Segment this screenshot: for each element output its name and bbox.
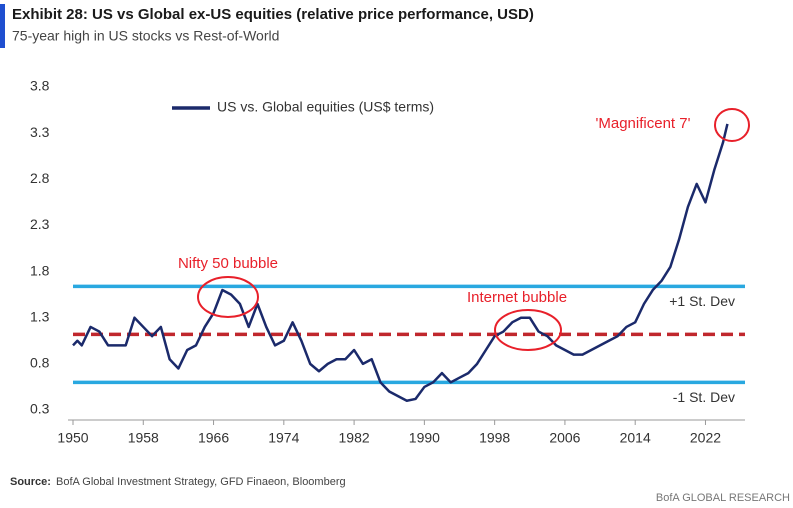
upper-sd-label: +1 St. Dev bbox=[669, 293, 735, 309]
y-tick-label: 1.8 bbox=[30, 262, 50, 278]
annotation-circle bbox=[714, 108, 750, 142]
y-tick-label: 3.3 bbox=[30, 124, 50, 140]
annotation: 'Magnificent 7' bbox=[596, 115, 691, 132]
lower-sd-label: -1 St. Dev bbox=[673, 389, 735, 405]
x-tick-label: 2022 bbox=[690, 430, 721, 446]
series-line bbox=[72, 123, 729, 403]
x-tick-label: 1998 bbox=[479, 430, 510, 446]
y-tick-label: 0.3 bbox=[30, 401, 50, 417]
annotation: Nifty 50 bubble bbox=[178, 255, 278, 272]
y-tick-label: 2.3 bbox=[30, 216, 50, 232]
x-tick-label: 1974 bbox=[268, 430, 299, 446]
x-tick-label: 1990 bbox=[409, 430, 440, 446]
legend-label: US vs. Global equities (US$ terms) bbox=[217, 99, 434, 115]
x-tick-label: 1958 bbox=[128, 430, 159, 446]
x-tick-label: 2006 bbox=[549, 430, 580, 446]
source-label: Source: bbox=[10, 476, 51, 488]
annotation-circle bbox=[494, 309, 562, 351]
chart-title: Exhibit 28: US vs Global ex-US equities … bbox=[12, 6, 534, 23]
footer: BofA GLOBAL RESEARCH bbox=[656, 492, 790, 504]
y-tick-label: 0.8 bbox=[30, 355, 50, 371]
x-tick-label: 1982 bbox=[339, 430, 370, 446]
title-bar bbox=[0, 4, 5, 48]
annotation-circle bbox=[197, 276, 259, 318]
x-tick-label: 1966 bbox=[198, 430, 229, 446]
x-tick-label: 1950 bbox=[57, 430, 88, 446]
y-tick-label: 3.8 bbox=[30, 78, 50, 94]
annotation: Internet bubble bbox=[467, 289, 567, 306]
y-tick-label: 1.3 bbox=[30, 308, 50, 324]
chart-subtitle: 75-year high in US stocks vs Rest-of-Wor… bbox=[12, 28, 279, 44]
source: BofA Global Investment Strategy, GFD Fin… bbox=[56, 476, 346, 488]
y-tick-label: 2.8 bbox=[30, 170, 50, 186]
x-tick-label: 2014 bbox=[620, 430, 651, 446]
